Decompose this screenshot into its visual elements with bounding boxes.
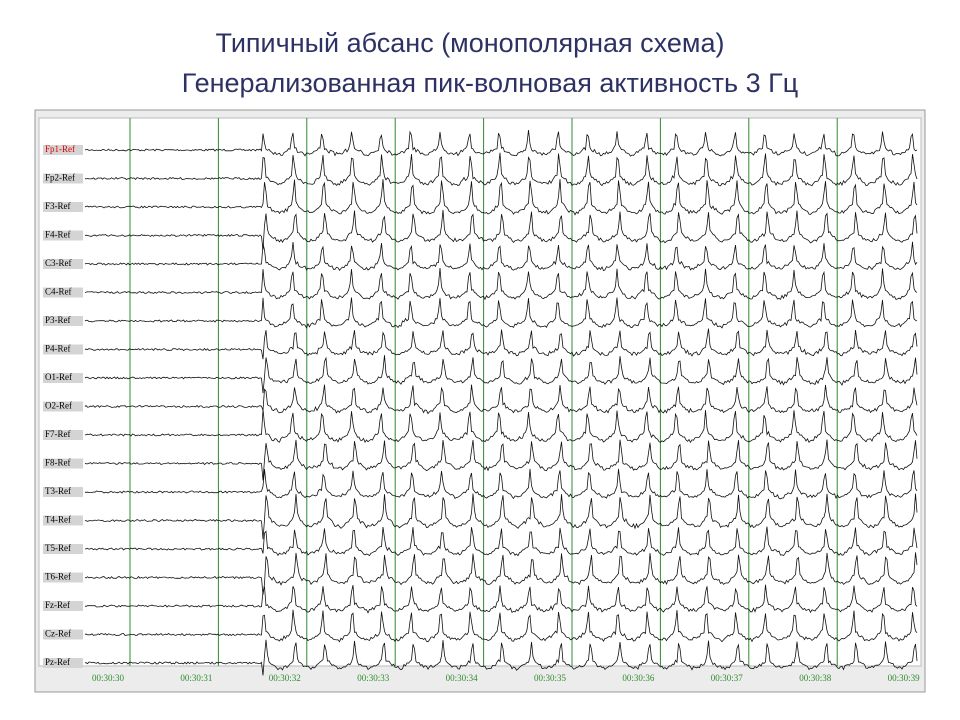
title: Типичный абсанс (монополярная схема)	[215, 28, 725, 58]
channel-label-bg	[43, 259, 83, 269]
channel-label-bg	[43, 458, 83, 469]
eeg-trace	[84, 639, 918, 676]
channel-label-bg	[43, 173, 83, 184]
channel-label-bg	[43, 515, 83, 526]
channel-label-bg	[43, 658, 83, 668]
eeg-trace	[84, 384, 918, 415]
channel-label-bg	[43, 572, 83, 583]
subtitle: Генерализованная пик-волновая активность…	[181, 68, 799, 98]
channel-label: O2-Ref	[45, 401, 72, 411]
channel-label-bg	[43, 487, 83, 497]
channel-label: F4-Ref	[45, 230, 71, 240]
time-label: 00:30:31	[180, 673, 212, 683]
eeg-trace	[84, 129, 918, 157]
eeg-trace	[84, 493, 918, 540]
channel-label: Fp1-Ref	[45, 144, 75, 154]
channel-label: C4-Ref	[45, 287, 72, 297]
eeg-trace	[84, 152, 918, 187]
time-label: 00:30:34	[446, 673, 479, 683]
channel-label-bg	[43, 344, 83, 355]
time-label: 00:30:35	[534, 673, 567, 683]
channel-label: T5-Ref	[45, 543, 71, 553]
eeg-trace	[84, 355, 918, 394]
channel-label-bg	[43, 430, 83, 440]
eeg-trace	[84, 609, 918, 643]
channel-label: Fp2-Ref	[45, 173, 75, 183]
channel-label: Pz-Ref	[45, 657, 70, 667]
time-label: 00:30:37	[711, 673, 744, 683]
eeg-area	[38, 117, 922, 667]
channel-label: T6-Ref	[45, 572, 71, 582]
time-label: 00:30:32	[269, 673, 301, 683]
channel-label-bg	[43, 544, 83, 554]
channel-label-bg	[43, 230, 83, 241]
channel-label-bg	[43, 202, 83, 212]
channel-label: P3-Ref	[45, 315, 71, 325]
channel-label: F7-Ref	[45, 429, 71, 439]
time-label: 00:30:38	[799, 673, 832, 683]
channel-label-bg	[43, 316, 83, 326]
eeg-trace	[84, 409, 918, 444]
eeg-trace	[84, 439, 918, 481]
eeg-trace	[84, 526, 918, 557]
channel-label: C3-Ref	[45, 258, 72, 268]
time-label: 00:30:36	[622, 673, 655, 683]
channel-label: Fz-Ref	[45, 600, 70, 610]
channel-label: P4-Ref	[45, 344, 71, 354]
channel-label-bg	[43, 601, 83, 611]
eeg-trace	[84, 328, 918, 360]
eeg-trace	[84, 209, 918, 250]
channel-label: T3-Ref	[45, 486, 71, 496]
channel-label-bg	[43, 373, 83, 383]
time-label: 00:30:33	[357, 673, 390, 683]
eeg-trace	[84, 584, 918, 614]
channel-label: Cz-Ref	[45, 629, 71, 639]
eeg-trace	[84, 297, 918, 329]
eeg-trace	[84, 267, 918, 301]
time-label: 00:30:30	[92, 673, 125, 683]
eeg-trace	[84, 552, 918, 595]
eeg-trace	[84, 178, 918, 216]
channel-label: O1-Ref	[45, 372, 72, 382]
channel-label: F8-Ref	[45, 458, 71, 468]
channel-label-bg	[43, 629, 83, 640]
channel-label: F3-Ref	[45, 201, 71, 211]
channel-label-bg	[43, 401, 83, 412]
channel-label-bg	[43, 145, 83, 155]
eeg-trace	[84, 241, 918, 272]
channel-label: T4-Ref	[45, 515, 71, 525]
eeg-trace	[84, 468, 918, 500]
time-label: 00:30:39	[888, 673, 921, 683]
channel-label-bg	[43, 287, 83, 298]
